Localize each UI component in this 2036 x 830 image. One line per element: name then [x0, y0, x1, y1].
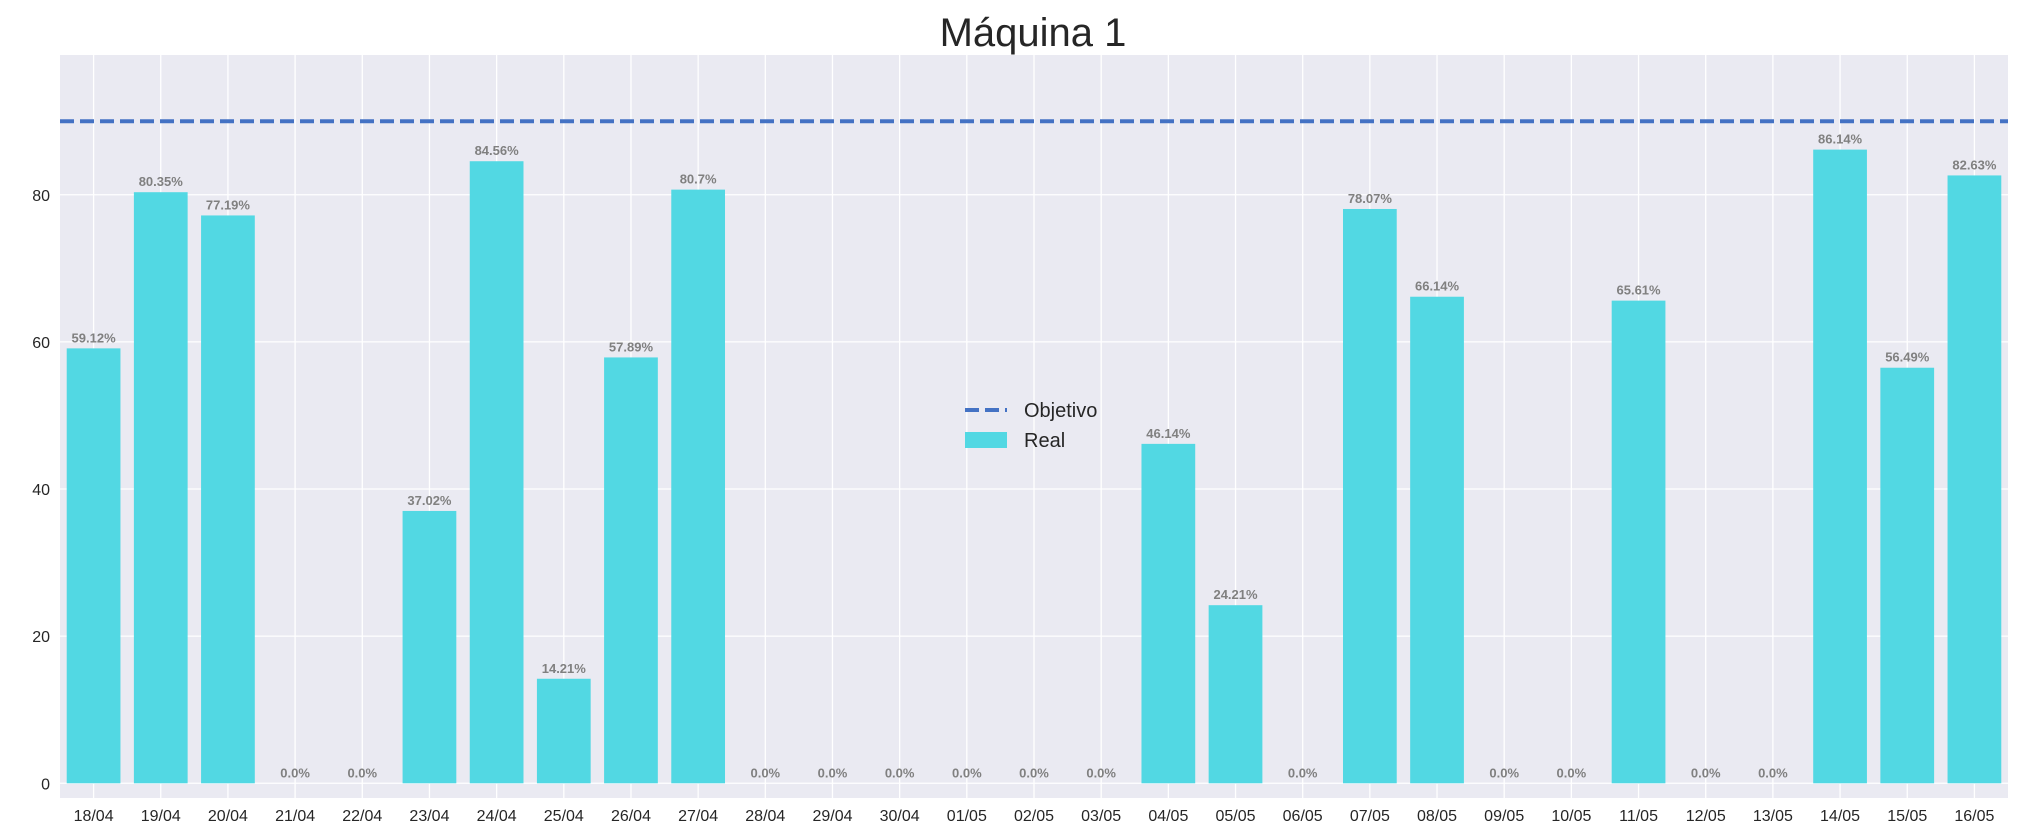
x-tick-label: 03/05 [1081, 808, 1121, 825]
y-axis: 0 20 40 60 80 [32, 188, 50, 794]
bar [1342, 208, 1397, 784]
data-label: 0.0% [1691, 765, 1721, 780]
bar [671, 189, 726, 784]
data-label: 86.14% [1818, 132, 1863, 147]
x-tick-label: 12/05 [1686, 808, 1726, 825]
y-tick-label: 60 [32, 335, 50, 352]
x-tick-label: 15/05 [1887, 808, 1927, 825]
data-label: 0.0% [818, 765, 848, 780]
bar [1813, 149, 1867, 784]
data-label: 57.89% [609, 339, 654, 354]
x-tick-label: 29/04 [812, 808, 852, 825]
x-tick-label: 04/05 [1148, 808, 1188, 825]
bar [1611, 300, 1666, 784]
data-label: 0.0% [347, 765, 377, 780]
bar [402, 510, 457, 784]
data-label: 66.14% [1415, 279, 1460, 294]
bar [1141, 443, 1196, 784]
x-tick-label: 05/05 [1215, 808, 1255, 825]
data-label: 0.0% [1086, 765, 1116, 780]
bar [66, 348, 121, 784]
data-label: 0.0% [885, 765, 915, 780]
x-tick-label: 16/05 [1954, 808, 1994, 825]
chart-title: Máquina 1 [940, 11, 1127, 55]
x-tick-label: 11/05 [1619, 808, 1658, 825]
x-tick-label: 08/05 [1417, 808, 1457, 825]
legend: Objetivo Real [965, 400, 1097, 452]
data-label: 80.7% [680, 172, 717, 187]
data-label: 0.0% [750, 765, 780, 780]
bar [1208, 605, 1263, 784]
data-label: 0.0% [280, 765, 310, 780]
data-label: 0.0% [1288, 765, 1318, 780]
x-tick-label: 13/05 [1753, 808, 1793, 825]
data-label: 0.0% [1758, 765, 1788, 780]
data-label: 56.49% [1885, 350, 1930, 365]
x-tick-label: 18/04 [74, 808, 114, 825]
data-label: 46.14% [1146, 426, 1191, 441]
x-tick-label: 06/05 [1283, 808, 1323, 825]
data-label: 78.07% [1348, 191, 1393, 206]
legend-bar-swatch [965, 432, 1007, 448]
legend-label-objetivo: Objetivo [1024, 400, 1097, 422]
data-label: 80.35% [139, 174, 184, 189]
data-label: 59.12% [72, 330, 117, 345]
legend-label-real: Real [1024, 430, 1065, 452]
x-tick-label: 22/04 [342, 808, 382, 825]
bars [66, 149, 2002, 784]
data-label: 65.61% [1617, 283, 1662, 298]
data-label: 77.19% [206, 197, 251, 212]
data-labels: 59.12% 80.35% 77.19% 0.0% 0.0% 37.02% 84.56% 14… [72, 132, 1997, 781]
x-axis: 18/04 19/04 20/04 21/04 22/04 23/04 24/04 25/04… [74, 808, 1995, 825]
x-tick-label: 07/05 [1350, 808, 1390, 825]
bar [201, 215, 255, 784]
data-label: 0.0% [1557, 765, 1587, 780]
bar [1947, 175, 2002, 784]
x-tick-label: 27/04 [678, 808, 718, 825]
x-tick-label: 09/05 [1484, 808, 1524, 825]
x-tick-label: 25/04 [544, 808, 584, 825]
data-label: 82.63% [1952, 157, 1997, 172]
x-tick-label: 23/04 [409, 808, 449, 825]
x-tick-label: 26/04 [611, 808, 651, 825]
bar [604, 357, 658, 784]
bar [1880, 367, 1935, 784]
x-tick-label: 20/04 [208, 808, 248, 825]
x-tick-label: 30/04 [880, 808, 920, 825]
data-label: 84.56% [475, 143, 520, 158]
x-tick-label: 24/04 [477, 808, 517, 825]
y-tick-label: 40 [32, 482, 50, 499]
data-label: 37.02% [407, 493, 452, 508]
data-label: 24.21% [1213, 587, 1258, 602]
y-tick-label: 0 [41, 776, 50, 793]
x-tick-label: 01/05 [947, 808, 987, 825]
x-tick-label: 02/05 [1014, 808, 1054, 825]
bar [536, 678, 591, 784]
bar [133, 192, 188, 784]
data-label: 14.21% [542, 661, 587, 676]
x-tick-label: 19/04 [141, 808, 181, 825]
bar [469, 161, 524, 784]
bar [1410, 296, 1464, 784]
x-tick-label: 10/05 [1551, 808, 1591, 825]
x-tick-label: 28/04 [745, 808, 785, 825]
data-label: 0.0% [1019, 765, 1049, 780]
y-tick-label: 80 [32, 188, 50, 205]
data-label: 0.0% [952, 765, 982, 780]
data-label: 0.0% [1489, 765, 1519, 780]
y-tick-label: 20 [32, 629, 50, 646]
x-tick-label: 14/05 [1820, 808, 1860, 825]
x-tick-label: 21/04 [275, 808, 315, 825]
